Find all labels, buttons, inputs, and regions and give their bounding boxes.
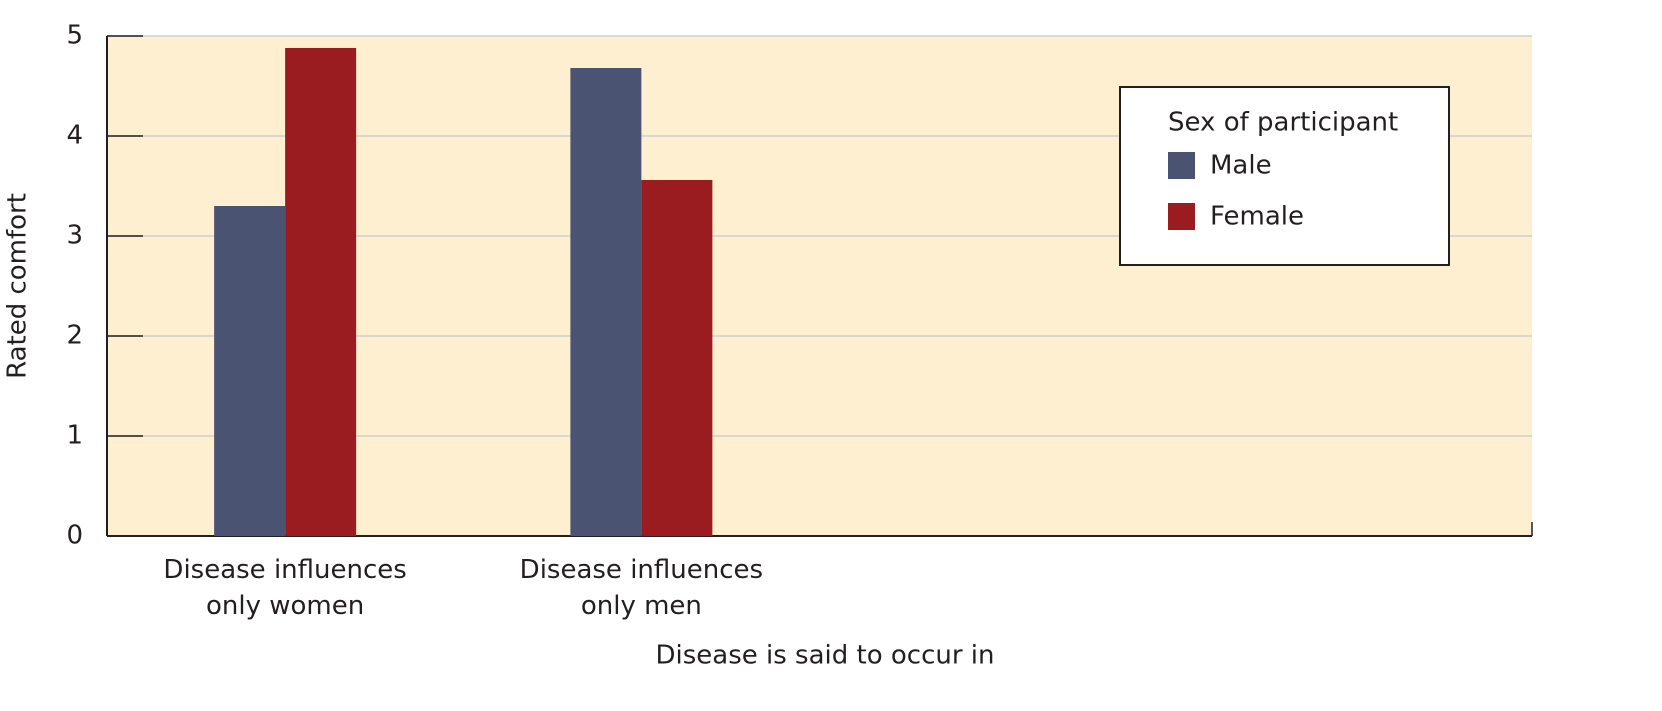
x-tick-label: Disease influences only men <box>519 555 764 621</box>
y-tick-label: 3 <box>66 221 83 251</box>
y-tick-label: 5 <box>66 21 83 51</box>
y-axis-label: Rated comfort <box>3 193 33 379</box>
legend-title: Sex of participant <box>1168 108 1398 138</box>
bar <box>214 206 286 536</box>
bar <box>570 68 642 536</box>
x-axis-label: Disease is said to occur in <box>655 641 994 671</box>
legend: Sex of participant Male Female <box>1119 86 1450 266</box>
legend-label: Female <box>1210 202 1304 232</box>
legend-swatch <box>1168 152 1195 179</box>
y-tick-label: 1 <box>66 421 83 451</box>
legend-swatch <box>1168 203 1195 230</box>
x-tick-label: Disease influences only women <box>163 555 407 621</box>
legend-label: Male <box>1210 151 1272 181</box>
bar <box>641 180 713 536</box>
y-tick-label: 2 <box>66 321 83 351</box>
y-tick-label: 4 <box>66 121 83 151</box>
y-tick-label: 0 <box>66 521 83 551</box>
bar <box>285 48 357 536</box>
